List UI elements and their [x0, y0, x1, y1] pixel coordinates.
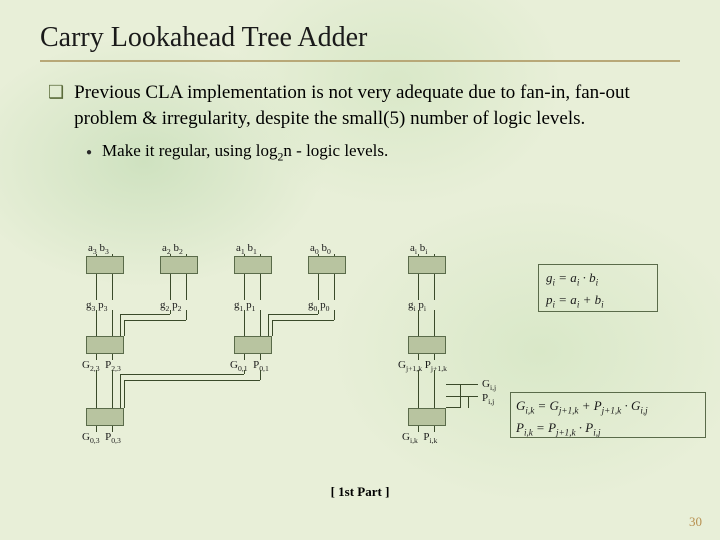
logic-block [308, 256, 346, 274]
logic-block [86, 408, 124, 426]
signal-label: a3 b3 [88, 242, 109, 256]
equation-frame [538, 264, 658, 312]
footer-part-label: [ 1st Part ] [0, 484, 720, 500]
signal-label: a2 b2 [162, 242, 183, 256]
equation-frame [510, 392, 706, 438]
signal-label: G0,3 P0,3 [82, 431, 121, 445]
equation: Pi,k = Pj+1,k · Pi,j [516, 420, 601, 438]
title-rule [40, 60, 680, 62]
slide-title: Carry Lookahead Tree Adder [40, 22, 680, 54]
logic-block [86, 336, 124, 354]
signal-label: g1 p1 [234, 299, 255, 313]
signal-label: G0,1 P0,1 [230, 359, 269, 373]
equation: gi = ai · bi [546, 270, 598, 288]
logic-block [234, 336, 272, 354]
logic-block [408, 256, 446, 274]
logic-block [408, 336, 446, 354]
signal-label: a0 b0 [310, 242, 331, 256]
signal-label: G2,3 P2,3 [82, 359, 121, 373]
equation: Gi,k = Gj+1,k + Pj+1,k · Gi,j [516, 398, 648, 416]
signal-label: ai bi [410, 242, 427, 256]
bullet-main: ❑ Previous CLA implementation is not ver… [40, 80, 680, 131]
logic-block [234, 256, 272, 274]
equation: pi = ai + bi [546, 292, 604, 310]
logic-block [160, 256, 198, 274]
signal-label: Gi,j [482, 378, 496, 392]
signal-label: g2 p2 [160, 299, 181, 313]
signal-label: g3 p3 [86, 299, 107, 313]
logic-block [86, 256, 124, 274]
bullet-main-text: Previous CLA implementation is not very … [74, 80, 680, 131]
bullet-dot-icon: ● [86, 147, 92, 158]
signal-label: Gj+1,k Pj+1,k [398, 359, 447, 373]
signal-label: g0 p0 [308, 299, 329, 313]
logic-block [408, 408, 446, 426]
signal-label: Gi,k Pi,k [402, 431, 437, 445]
bullet-sub: ● Make it regular, using log2n - logic l… [86, 141, 680, 164]
bullet-sub-text: Make it regular, using log2n - logic lev… [102, 141, 388, 164]
bullet-square-icon: ❑ [48, 80, 64, 131]
page-number: 30 [689, 514, 702, 530]
signal-label: gi pi [408, 299, 426, 313]
signal-label: Pi,j [482, 392, 494, 406]
signal-label: a1 b1 [236, 242, 257, 256]
